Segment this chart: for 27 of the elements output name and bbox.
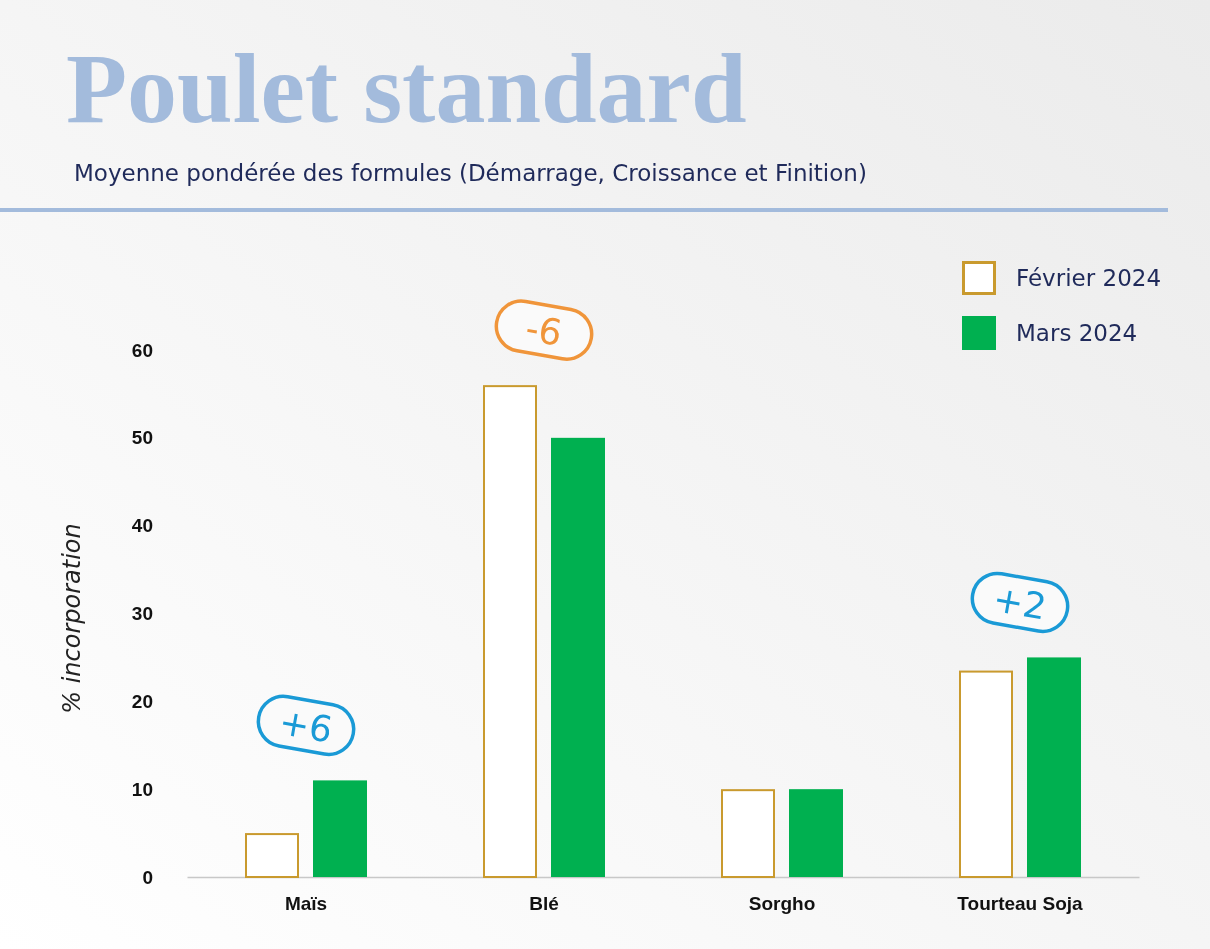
y-tick-label: 10 — [131, 778, 153, 800]
y-tick-label: 0 — [142, 866, 153, 888]
legend-label: Mars 2024 — [1016, 320, 1138, 346]
x-tick-label: Tourteau Soja — [957, 893, 1084, 915]
annotation: +2 — [990, 578, 1050, 628]
x-tick-label: Sorgho — [748, 893, 816, 915]
bar — [789, 789, 843, 877]
y-tick-label: 50 — [131, 427, 153, 449]
bar — [959, 670, 1013, 878]
legend-label: Février 2024 — [1016, 265, 1162, 291]
y-tick-label: 30 — [131, 603, 153, 625]
y-tick-label: 40 — [131, 515, 153, 537]
bar — [245, 833, 299, 878]
bar — [721, 789, 775, 878]
chart-subtitle: Moyenne pondérée des formules (Démarrage, Croissance et Finition) — [74, 160, 867, 186]
bar — [483, 385, 537, 878]
bar — [1027, 657, 1081, 877]
bar — [551, 437, 605, 877]
y-tick-label: 60 — [131, 339, 153, 361]
x-tick-label: Maïs — [284, 893, 328, 915]
y-axis-title: % incorporation — [58, 523, 86, 714]
chart-title: Poulet standard — [66, 33, 747, 144]
annotation: -6 — [522, 307, 566, 354]
annotation: +6 — [276, 701, 336, 751]
bar — [313, 780, 367, 877]
y-tick-label: 20 — [131, 690, 153, 712]
x-tick-label: Blé — [529, 893, 559, 915]
